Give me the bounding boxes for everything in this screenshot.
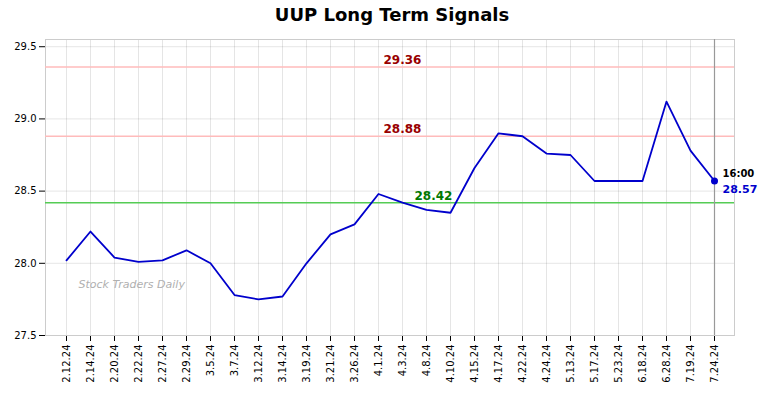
svg-text:27.5: 27.5 [14,330,36,341]
svg-text:29.36: 29.36 [384,53,422,67]
svg-text:4.24.24: 4.24.24 [541,345,552,383]
svg-text:28.5: 28.5 [14,185,36,196]
svg-text:29.5: 29.5 [14,41,36,52]
svg-text:6.28.24: 6.28.24 [661,345,672,383]
svg-text:2.12.24: 2.12.24 [61,345,72,383]
svg-text:28.0: 28.0 [14,258,36,269]
svg-text:2.27.24: 2.27.24 [157,345,168,383]
svg-text:Stock Traders Daily: Stock Traders Daily [79,278,186,291]
svg-text:4.15.24: 4.15.24 [469,345,480,383]
svg-text:4.3.24: 4.3.24 [397,345,408,377]
svg-text:3.12.24: 3.12.24 [253,345,264,383]
svg-text:4.22.24: 4.22.24 [517,345,528,383]
svg-text:3.7.24: 3.7.24 [229,345,240,377]
svg-text:2.14.24: 2.14.24 [85,345,96,383]
svg-text:28.57: 28.57 [723,183,758,196]
svg-text:4.8.24: 4.8.24 [421,345,432,377]
svg-text:5.13.24: 5.13.24 [565,345,576,383]
svg-text:28.88: 28.88 [384,122,422,136]
svg-text:4.10.24: 4.10.24 [445,345,456,383]
svg-text:2.22.24: 2.22.24 [133,345,144,383]
svg-text:5.23.24: 5.23.24 [613,345,624,383]
svg-text:3.14.24: 3.14.24 [277,345,288,383]
svg-text:3.21.24: 3.21.24 [325,345,336,383]
svg-text:28.42: 28.42 [415,189,453,203]
svg-text:7.24.24: 7.24.24 [709,345,720,383]
svg-text:4.1.24: 4.1.24 [373,345,384,377]
svg-text:3.19.24: 3.19.24 [301,345,312,383]
svg-text:7.19.24: 7.19.24 [685,345,696,383]
svg-text:2.29.24: 2.29.24 [181,345,192,383]
svg-text:3.26.24: 3.26.24 [349,345,360,383]
svg-text:3.5.24: 3.5.24 [205,345,216,377]
svg-text:6.18.24: 6.18.24 [637,345,648,383]
svg-text:2.20.24: 2.20.24 [109,345,120,383]
svg-text:5.17.24: 5.17.24 [589,345,600,383]
svg-text:29.0: 29.0 [14,113,36,124]
html-text:UUP Long Term Signals: UUP Long Term Signals [274,4,510,25]
svg-text:16:00: 16:00 [723,168,755,179]
svg-text:4.17.24: 4.17.24 [493,345,504,383]
